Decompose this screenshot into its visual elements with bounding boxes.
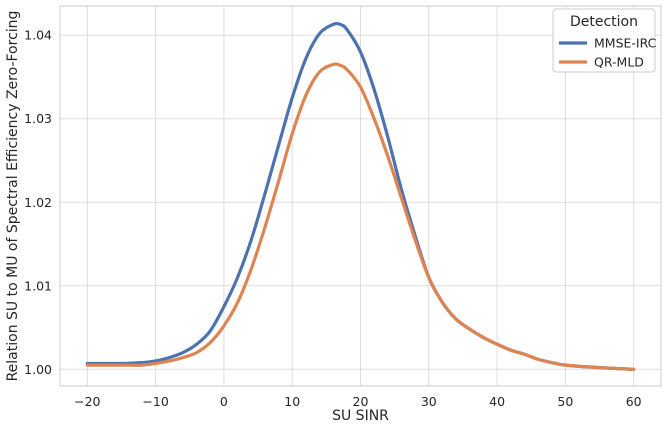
legend-title: Detection bbox=[570, 14, 638, 30]
y-axis-label: Relation SU to MU of Spectral Efficiency… bbox=[5, 11, 21, 382]
legend-label-qr-mld: QR-MLD bbox=[594, 55, 644, 70]
x-tick-label: 60 bbox=[626, 394, 642, 409]
y-tick-label: 1.04 bbox=[24, 28, 52, 43]
x-tick-label: 50 bbox=[557, 394, 573, 409]
x-tick-label: 40 bbox=[489, 394, 505, 409]
tick-labels: −20 −10 0 10 20 30 40 50 60 1.00 1.01 1.02 1.03 1.04 bbox=[24, 28, 642, 409]
legend-label-mmse-irc: MMSE-IRC bbox=[594, 36, 657, 51]
series-lines bbox=[85, 21, 636, 371]
y-tick-label: 1.02 bbox=[24, 195, 52, 210]
x-tick-label: 20 bbox=[353, 394, 369, 409]
plot-frame bbox=[59, 5, 662, 387]
legend: Detection MMSE-IRC QR-MLD bbox=[552, 8, 657, 73]
x-tick-label: −10 bbox=[142, 394, 168, 409]
legend-entries: MMSE-IRC QR-MLD bbox=[559, 36, 657, 70]
x-axis-label: SU SINR bbox=[332, 408, 389, 424]
y-tick-label: 1.01 bbox=[24, 278, 52, 293]
legend-box bbox=[552, 8, 656, 73]
series-line-qr-mld bbox=[85, 62, 636, 371]
x-tick-label: 10 bbox=[284, 394, 300, 409]
x-tick-label: 30 bbox=[421, 394, 437, 409]
x-tick-label: −20 bbox=[74, 394, 100, 409]
x-tick-label: 0 bbox=[220, 394, 228, 409]
y-tick-label: 1.03 bbox=[24, 111, 52, 126]
y-tick-label: 1.00 bbox=[24, 362, 52, 377]
